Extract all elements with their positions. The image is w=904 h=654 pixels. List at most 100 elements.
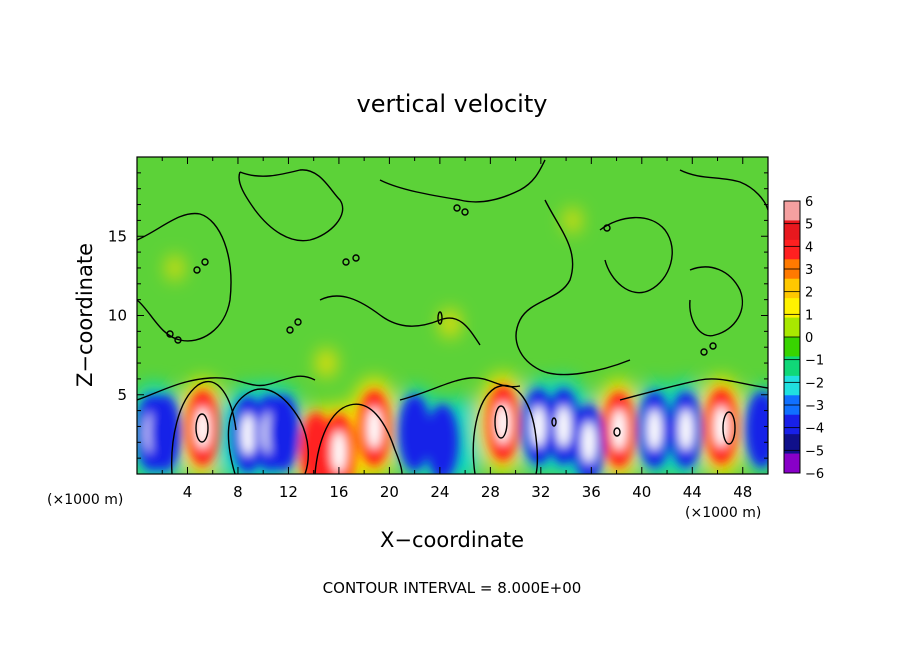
field-cell [317,349,336,378]
contour-line [551,417,557,427]
contour-line [166,330,174,338]
colorbar-label: 0 [805,331,813,346]
colorbar-swatch [784,220,800,241]
contour-line [453,204,461,212]
y-axis-ticks: 5 10 15 [108,172,768,459]
contour-line [342,258,350,266]
field-cell-peak [678,408,694,451]
x-tick-label: 48 [733,483,752,501]
contour-line [679,169,768,211]
contour-line [195,413,209,443]
contour-line [461,208,469,216]
colorbar-label: 2 [805,286,813,301]
field-cell-core [426,404,459,474]
x-unit-label-right: (×1000 m) [685,505,761,521]
contour-line [201,258,209,266]
x-tick-label: 36 [582,483,601,501]
colorbar-label: −5 [805,444,824,459]
field-cell-peak [531,405,546,448]
x-tick-label: 40 [632,483,651,501]
contour-line [174,336,182,344]
colorbar: 6 5 4 3 2 1 0 −1 −2 −3 −4 −5 −6 [783,195,824,482]
x-axis-ticks: 4 8 12 16 20 24 28 32 36 40 44 48 [161,157,769,501]
x-unit-label-left: (×1000 m) [47,492,123,508]
colorbar-swatch [784,414,800,435]
colorbar-label: 1 [805,308,813,323]
x-tick-label: 44 [683,483,702,501]
field-cell-core [267,394,300,471]
contour-line [294,318,302,326]
contour-line [352,254,360,262]
contour-line [137,212,232,342]
contour-line [314,403,403,474]
contour-line [286,326,294,334]
colorbar-label: −6 [805,467,824,482]
field-cell-core [148,394,181,471]
field-cell-peak [581,421,596,464]
colorbar-swatch [784,201,800,221]
colorbar-label: −1 [805,354,824,369]
colorbar-swatch [784,337,800,357]
contour-line [515,199,631,376]
y-tick-label: 5 [117,386,127,404]
field-cell-peak [556,405,571,448]
contour-line [319,295,481,346]
colorbar-label: 5 [805,218,813,233]
colorbar-label: −4 [805,422,824,437]
colorbar-label: 3 [805,263,813,278]
field-cell-peak [367,407,382,449]
colorbar-swatch [784,434,800,454]
contour-line [709,342,717,350]
colorbar-swatch [784,356,800,377]
field-cell-peak [647,408,662,451]
contour-line [193,266,201,274]
colorbar-swatch [784,298,800,318]
field-cell [564,208,580,233]
contour-line [171,380,237,474]
x-tick-label: 28 [481,483,500,501]
field-cell-core [745,391,768,468]
contour-line [700,348,708,356]
field-cell-peak [714,405,729,448]
colorbar-swatch [784,239,800,260]
field-cell [440,309,459,338]
field-cell-peak [331,430,347,473]
x-tick-label: 32 [531,483,550,501]
contour-interval-label: CONTOUR INTERVAL = 8.000E+00 [323,579,582,597]
colorbar-label: −3 [805,399,824,414]
contour-line [722,411,736,445]
y-tick-label: 15 [108,227,127,245]
contour-line [613,427,621,437]
colorbar-swatch [784,453,800,474]
x-tick-label: 12 [279,483,298,501]
contour-line [603,224,611,232]
field-cell-core [300,412,333,474]
contour-line [494,405,508,439]
contour-line [599,216,673,294]
contour-line [227,388,309,474]
colorbar-label: −2 [805,376,824,391]
contour-line [379,159,546,203]
y-axis-label: Z−coordinate [73,243,97,387]
field-cell-peak [240,413,256,456]
field-cell-core [398,394,431,471]
x-tick-label: 24 [430,483,449,501]
contour-line [238,169,344,242]
contour-line [472,385,539,474]
y-tick-label: 10 [108,307,127,325]
velocity-field [137,208,768,474]
chart-title: vertical velocity [357,90,548,118]
x-axis-label: X−coordinate [380,528,524,552]
contour-lines [137,159,768,474]
x-tick-label: 4 [183,483,193,501]
colorbar-swatch [784,317,800,338]
colorbar-label: 4 [805,240,813,255]
colorbar-label: 6 [805,195,813,210]
contour-line [619,378,768,401]
x-tick-label: 20 [380,483,399,501]
x-tick-label: 8 [233,483,243,501]
contour-line [137,375,316,401]
colorbar-swatch [784,375,800,396]
